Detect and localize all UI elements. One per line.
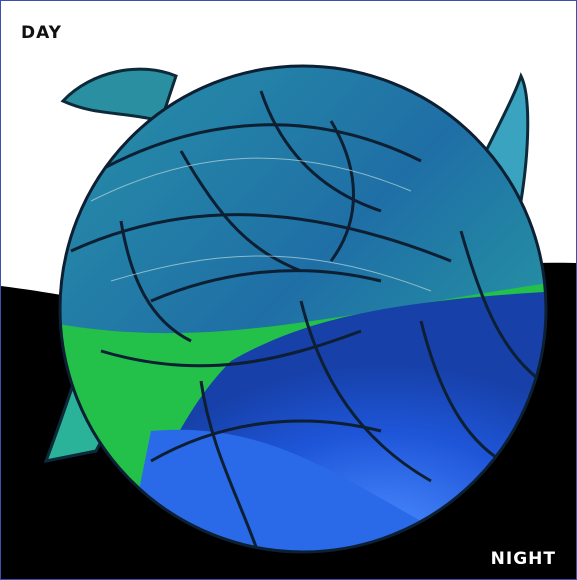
day-label: DAY — [21, 23, 62, 43]
night-label: NIGHT — [490, 549, 556, 569]
upper-fin — [60, 67, 178, 123]
